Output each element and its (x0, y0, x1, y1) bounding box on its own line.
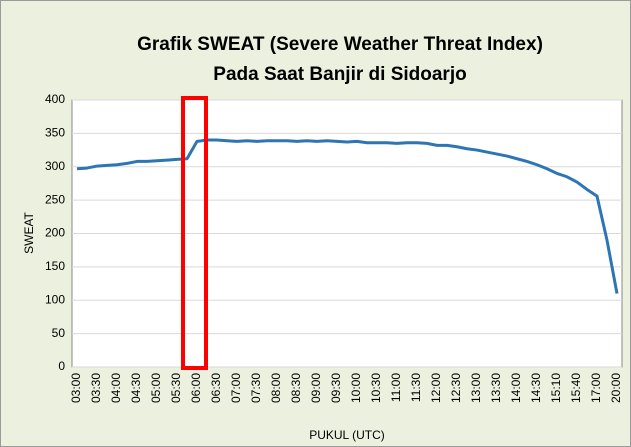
y-tick-label: 300 (45, 159, 65, 173)
y-tick-label: 350 (45, 126, 65, 140)
x-tick-label: 14:30 (529, 373, 543, 403)
x-tick-label: 10:30 (369, 373, 383, 403)
y-axis-label: SWEAT (22, 211, 36, 253)
x-tick-label: 12:30 (449, 373, 463, 403)
marks: 0 50 100 150 200 250 300 350 400 03:00 03:30 04:00 0… (45, 92, 623, 403)
x-tick-label: 03:00 (69, 373, 83, 403)
x-tick-label: 05:00 (149, 373, 163, 403)
y-tick-label: 150 (45, 259, 65, 273)
chart-title: Grafik SWEAT (Severe Weather Threat Inde… (137, 34, 543, 55)
x-tick-label: 20:00 (609, 373, 623, 403)
x-tick-label: 03:30 (89, 373, 103, 403)
data-line (76, 138, 619, 294)
x-tick-label: 04:00 (109, 373, 123, 403)
highlight-box (181, 96, 208, 370)
y-tick-label: 50 (52, 326, 66, 340)
x-tick-label: 12:00 (429, 373, 443, 403)
x-tick-label: 07:00 (229, 373, 243, 403)
x-tick-label: 15:40 (569, 373, 583, 403)
y-tick-label: 200 (45, 226, 65, 240)
x-tick-label: 09:00 (309, 373, 323, 403)
x-tick-label: 14:00 (509, 373, 523, 403)
x-tick-label: 04:30 (129, 373, 143, 403)
x-tick-label: 06:30 (209, 373, 223, 403)
x-tick-label: 07:30 (249, 373, 263, 403)
x-tick-label: 05:30 (169, 373, 183, 403)
x-tick-label: 09:30 (329, 373, 343, 403)
x-tick-label: 06:00 (189, 373, 203, 403)
x-tick-label: 13:00 (469, 373, 483, 403)
y-tick-label: 250 (45, 192, 65, 206)
y-tick-label: 0 (58, 359, 65, 373)
y-tick-label: 100 (45, 292, 65, 306)
x-tick-label: 08:30 (289, 373, 303, 403)
x-tick-label: 10:00 (349, 373, 363, 403)
y-tick-label: 400 (45, 92, 65, 106)
x-tick-label: 11:00 (389, 373, 403, 402)
x-tick-label: 15:10 (549, 373, 563, 403)
x-tick-label: 08:00 (269, 373, 283, 403)
x-tick-label: 11:30 (409, 373, 423, 402)
x-tick-label: 13:30 (489, 373, 503, 403)
x-tick-label: 17:00 (589, 373, 603, 403)
chart-title: Pada Saat Banjir di Sidoarjo (213, 64, 466, 85)
x-axis-label: PUKUL (UTC) (309, 428, 385, 442)
